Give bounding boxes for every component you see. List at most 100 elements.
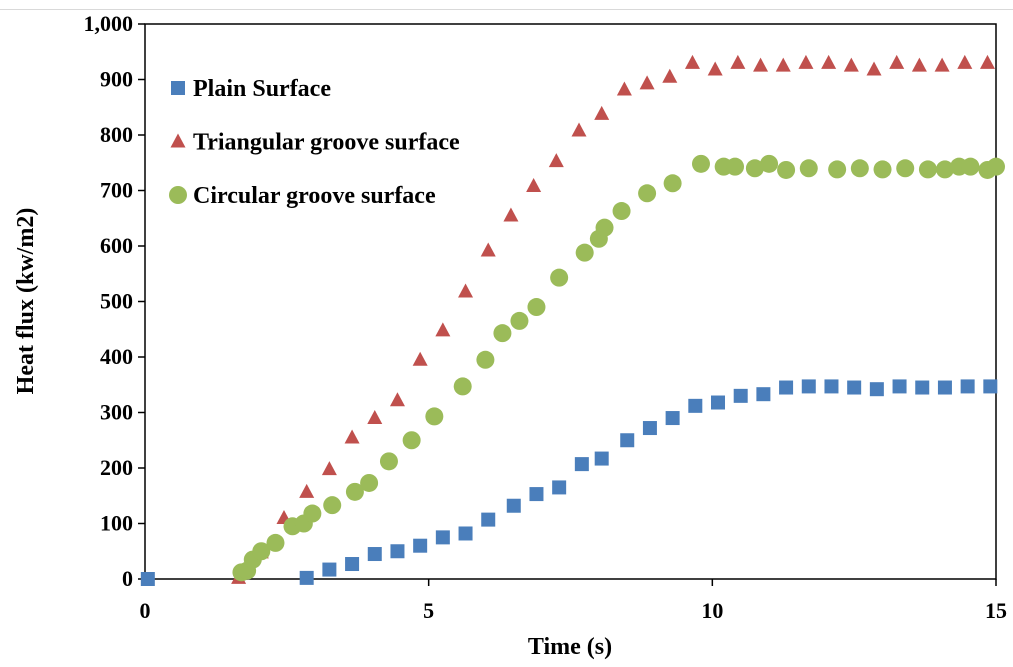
data-point-square xyxy=(435,530,450,545)
data-point-square xyxy=(801,379,816,394)
data-point-triangle xyxy=(889,54,905,69)
data-point-triangle xyxy=(957,54,973,69)
data-point-circle xyxy=(935,160,954,179)
legend: Plain Surface Triangular groove surface Ci… xyxy=(169,76,460,209)
data-point-square xyxy=(937,380,952,395)
legend-marker-triangle xyxy=(170,133,186,148)
data-point-triangle xyxy=(412,351,428,366)
data-point-circle xyxy=(612,202,631,221)
y-tick-label: 800 xyxy=(100,122,133,147)
x-tick-label: 0 xyxy=(140,598,151,623)
data-point-circle xyxy=(918,160,937,179)
data-point-triangle xyxy=(684,54,700,69)
legend-item-triangular-groove-surface: Triangular groove surface xyxy=(170,130,460,156)
data-point-circle xyxy=(425,407,444,426)
data-point-circle xyxy=(493,324,512,343)
data-point-circle xyxy=(799,159,818,178)
data-point-triangle xyxy=(548,153,564,168)
data-point-square xyxy=(552,480,567,495)
data-point-circle xyxy=(510,311,529,330)
y-axis-title: Heat flux (kw/m2) xyxy=(13,208,39,395)
y-tick-label: 1,000 xyxy=(84,11,134,36)
data-point-square xyxy=(642,421,657,436)
data-point-circle xyxy=(595,218,614,237)
data-point-circle xyxy=(550,268,569,287)
data-point-circle xyxy=(760,154,779,173)
data-point-square xyxy=(665,411,680,426)
data-point-square xyxy=(506,498,521,513)
data-point-square xyxy=(390,544,405,559)
data-point-square xyxy=(458,526,473,541)
data-point-circle xyxy=(575,243,594,262)
data-point-square xyxy=(481,512,496,527)
data-point-triangle xyxy=(458,283,474,298)
data-point-triangle xyxy=(662,68,678,83)
data-point-circle xyxy=(873,160,892,179)
data-point-triangle xyxy=(707,61,723,76)
data-point-circle xyxy=(323,496,342,515)
legend-item-plain-surface: Plain Surface xyxy=(171,76,331,102)
data-point-triangle xyxy=(934,57,950,72)
data-point-circle xyxy=(476,350,495,369)
data-point-square xyxy=(892,379,907,394)
data-point-square xyxy=(299,570,314,585)
data-point-square xyxy=(345,557,360,572)
data-point-triangle xyxy=(843,57,859,72)
data-point-triangle xyxy=(821,54,837,69)
data-point-circle xyxy=(691,154,710,173)
data-point-square xyxy=(322,562,337,577)
data-point-square xyxy=(756,387,771,402)
data-point-triangle xyxy=(321,461,337,476)
legend-label: Plain Surface xyxy=(193,76,331,102)
data-point-square xyxy=(620,433,635,448)
y-tick-label: 900 xyxy=(100,67,133,92)
data-point-triangle xyxy=(639,75,655,90)
plot-area xyxy=(144,23,997,580)
data-point-square xyxy=(733,388,748,403)
data-point-triangle xyxy=(979,54,995,69)
data-point-square xyxy=(529,487,544,502)
data-point-circle xyxy=(850,159,869,178)
legend-label: Triangular groove surface xyxy=(193,130,460,156)
data-point-triangle xyxy=(730,54,746,69)
x-tick-label: 15 xyxy=(985,598,1007,623)
data-point-square xyxy=(847,380,862,395)
data-point-circle xyxy=(303,504,322,523)
legend-marker-circle xyxy=(169,186,187,204)
data-point-circle xyxy=(726,157,745,176)
data-point-circle xyxy=(896,159,915,178)
legend-item-circular-groove-surface: Circular groove surface xyxy=(169,183,436,209)
data-point-circle xyxy=(987,157,1005,176)
y-tick-label: 700 xyxy=(100,178,133,203)
series-layer xyxy=(140,54,1005,586)
series-circular-groove-surface xyxy=(232,154,1005,582)
data-point-circle xyxy=(266,533,285,552)
data-point-square xyxy=(367,547,382,562)
data-point-triangle xyxy=(299,483,315,498)
data-point-triangle xyxy=(526,178,542,193)
y-tick-label: 200 xyxy=(100,455,133,480)
data-point-triangle xyxy=(571,122,587,137)
data-point-triangle xyxy=(367,410,383,425)
data-point-triangle xyxy=(503,207,519,222)
data-point-triangle xyxy=(480,242,496,257)
data-point-circle xyxy=(828,160,847,179)
legend-marker-square xyxy=(171,81,185,95)
y-tick-label: 0 xyxy=(122,566,133,591)
y-tick-label: 600 xyxy=(100,233,133,258)
data-point-square xyxy=(779,380,794,395)
data-point-square xyxy=(915,380,930,395)
x-tick-label: 10 xyxy=(701,598,723,623)
data-point-triangle xyxy=(798,54,814,69)
data-point-circle xyxy=(527,298,546,317)
data-point-circle xyxy=(777,160,796,179)
data-point-square xyxy=(711,395,726,410)
x-axis-title: Time (s) xyxy=(528,634,612,660)
data-point-circle xyxy=(379,452,398,471)
data-point-circle xyxy=(252,542,271,561)
data-point-square xyxy=(594,451,609,466)
data-point-triangle xyxy=(344,429,360,444)
data-point-square xyxy=(869,382,884,397)
data-point-triangle xyxy=(389,392,405,407)
